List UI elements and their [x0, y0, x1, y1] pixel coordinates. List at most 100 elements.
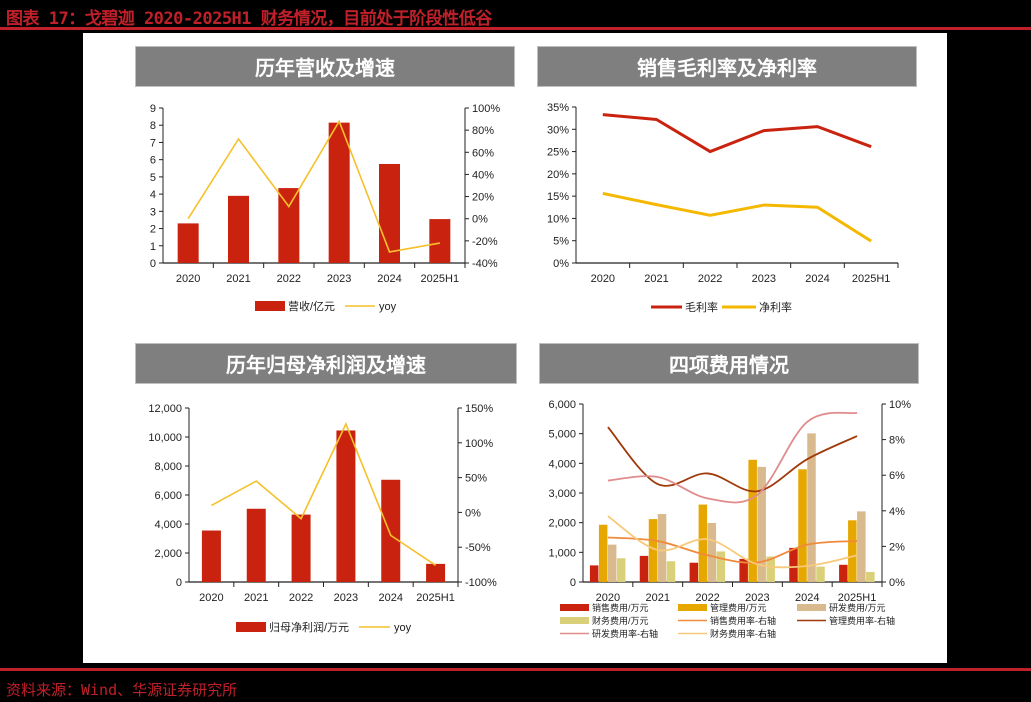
expense-bar: [648, 519, 658, 582]
y-tick-label-right: 100%: [465, 438, 493, 450]
legend-swatch: [678, 604, 707, 611]
expense-chart-title: 四项费用情况: [669, 355, 789, 377]
source-note: 资料来源：Wind、华源证券研究所: [6, 681, 238, 699]
expense-bar: [598, 524, 608, 582]
expense-ratio-line: [607, 411, 858, 504]
expense-ratio-line: [607, 426, 858, 493]
y-tick-label-right: 100%: [472, 103, 500, 115]
y-tick-label: 0: [570, 577, 576, 589]
y-tick-label-right: 50%: [465, 473, 487, 485]
legend-label-yoy: yoy: [394, 622, 412, 634]
y-tick-label: 4,000: [548, 458, 576, 470]
y-tick-label: 4: [150, 189, 156, 201]
expense-bar: [866, 571, 875, 582]
expense-chart-header: 四项费用情况: [539, 343, 919, 384]
y-tick-label: 4,000: [154, 519, 182, 531]
x-tick-label: 2022: [698, 273, 722, 285]
y-tick-label: 12,000: [148, 403, 182, 415]
legend-label: 管理费用率-右轴: [829, 615, 895, 626]
legend-label: 研发费用率-右轴: [592, 628, 658, 639]
y-tick-label-right: 10%: [889, 399, 911, 411]
x-tick-label: 2020: [591, 273, 615, 285]
y-tick-label: 6,000: [154, 490, 182, 502]
expense-bar: [839, 564, 848, 582]
legend-label: 财务费用/万元: [592, 615, 649, 626]
x-tick-label: 2020: [199, 592, 223, 604]
yoy-line: [187, 119, 440, 253]
y-tick-label-right: 4%: [889, 506, 905, 518]
y-tick-label-right: 8%: [889, 435, 905, 447]
x-tick-label: 2022: [289, 592, 313, 604]
margin-chart-header: 销售毛利率及净利率: [537, 46, 917, 87]
y-tick-label-right: 150%: [465, 403, 493, 415]
legend-label: 销售费用率-右轴: [710, 615, 776, 626]
y-tick-label: 1,000: [548, 547, 576, 559]
y-tick-label: 3,000: [548, 488, 576, 500]
y-tick-label: 0: [150, 258, 156, 270]
profit-bar: [246, 508, 266, 582]
expense-ratio-line: [607, 536, 858, 564]
profit-chart-header: 历年归母净利润及增速: [135, 343, 517, 384]
expense-bar: [666, 561, 676, 582]
y-tick-label: 6,000: [548, 399, 576, 411]
y-tick-label: 2: [150, 224, 156, 236]
figure-title: 图表 17：戈碧迦 2020-2025H1 财务情况，目前处于阶段性低谷: [6, 9, 492, 29]
revenue-bar: [328, 122, 350, 263]
y-tick-label: 8,000: [154, 461, 182, 473]
y-tick-label-right: -50%: [465, 542, 491, 554]
x-tick-label: 2024: [379, 592, 403, 604]
y-tick-label: 8: [150, 120, 156, 132]
expense-bar: [807, 433, 816, 582]
expense-bar: [789, 547, 798, 582]
legend-label: 财务费用率-右轴: [710, 628, 776, 639]
x-tick-label: 2025H1: [416, 592, 455, 604]
yoy-line: [211, 422, 437, 566]
y-tick-label: 6: [150, 155, 156, 167]
y-tick-label: 20%: [547, 169, 569, 181]
y-tick-label-right: 0%: [472, 214, 488, 226]
y-tick-label-right: 0%: [465, 507, 481, 519]
y-tick-label: 30%: [547, 124, 569, 136]
profit-bar: [381, 479, 401, 582]
expense-bar: [589, 565, 599, 582]
x-tick-label: 2020: [596, 592, 620, 604]
x-tick-label: 2022: [277, 273, 301, 285]
y-tick-label-right: 80%: [472, 125, 494, 137]
revenue-bar: [379, 163, 400, 263]
x-tick-label: 2024: [377, 273, 401, 285]
y-tick-label-right: -20%: [472, 236, 498, 248]
legend-swatch: [560, 617, 589, 624]
x-tick-label: 2021: [226, 273, 250, 285]
legend-label-gross: 毛利率: [685, 300, 718, 314]
y-tick-label: 10,000: [148, 432, 182, 444]
expense-bar: [848, 520, 857, 582]
expense-bar: [639, 555, 649, 582]
y-tick-label: 2,000: [154, 548, 182, 560]
legend-label: 管理费用/万元: [710, 602, 767, 613]
top-rule: [0, 27, 1031, 30]
revenue-bar: [177, 223, 199, 263]
expense-bar: [816, 566, 825, 582]
y-tick-label: 0: [176, 577, 182, 589]
y-tick-label: 9: [150, 103, 156, 115]
y-tick-label-right: 60%: [472, 147, 494, 159]
y-tick-label-right: 2%: [889, 541, 905, 553]
y-tick-label-right: 40%: [472, 169, 494, 181]
y-tick-label: 5%: [553, 236, 569, 248]
legend-label: 销售费用/万元: [592, 602, 649, 613]
y-tick-label: 7: [150, 137, 156, 149]
y-tick-label: 5,000: [548, 429, 576, 441]
revenue-bar: [228, 195, 249, 263]
profit-bar: [336, 430, 356, 582]
expense-bar: [757, 466, 766, 582]
legend-label-yoy: yoy: [379, 301, 397, 313]
x-tick-label: 2024: [795, 592, 819, 604]
y-tick-label-right: 6%: [889, 470, 905, 482]
profit-bar: [201, 530, 221, 582]
x-tick-label: 2023: [752, 273, 776, 285]
y-tick-label: 25%: [547, 147, 569, 159]
y-tick-label: 35%: [547, 102, 569, 114]
x-tick-label: 2021: [644, 273, 668, 285]
expense-bar: [857, 511, 866, 582]
